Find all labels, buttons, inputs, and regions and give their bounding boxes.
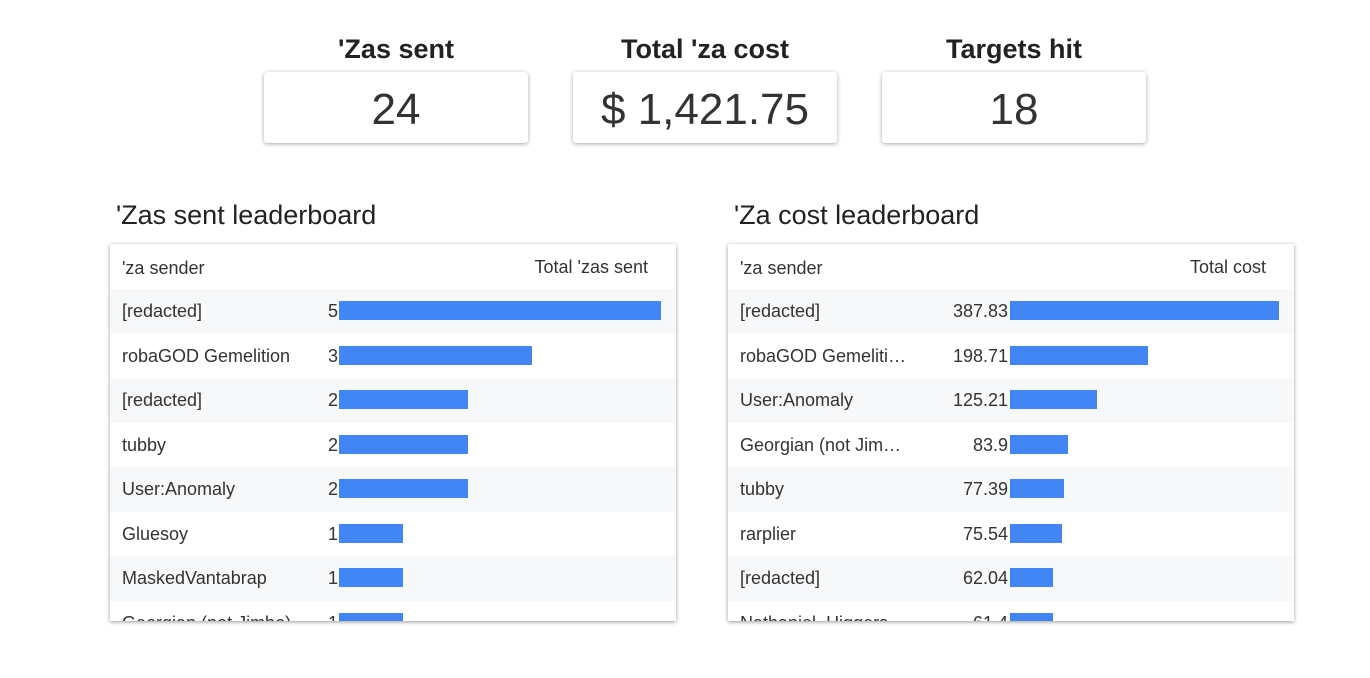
sender-name: robaGOD Gemelition (740, 345, 908, 366)
kpi-total-cost: Total 'za cost $ 1,421.75 (573, 30, 837, 143)
row-value: 3 (327, 345, 338, 366)
value-bar (1010, 612, 1053, 621)
table-row: robaGOD Gemelition 3 (110, 334, 676, 379)
sender-name: User:Anomaly (740, 390, 854, 410)
table-row: User:Anomaly 2 (110, 467, 676, 512)
sent-leaderboard-table[interactable]: 'za sender Total 'zas sent [redacted] 5 … (110, 244, 676, 621)
row-value: 1 (328, 613, 338, 622)
row-value: 62.04 (962, 568, 1008, 588)
sender-name: Gluesoy (122, 523, 189, 544)
row-value: 77.39 (962, 479, 1008, 499)
table-row: Georgian (not Jim… 83.9 (728, 423, 1294, 468)
cost-leaderboard-table[interactable]: 'za sender Total cost [redacted] 387.83 … (728, 244, 1294, 621)
sender-name: tubby (740, 479, 785, 499)
column-header-sender[interactable]: 'za sender (122, 258, 205, 278)
kpi-label: Targets hit (945, 34, 1082, 64)
value-bar (1010, 345, 1148, 365)
value-bar (339, 479, 468, 498)
value-bar (339, 301, 661, 320)
value-bar (1010, 301, 1279, 320)
sender-name: tubby (122, 434, 167, 455)
kpi-targets-hit: Targets hit 18 (882, 30, 1146, 143)
value-bar (1010, 479, 1064, 498)
row-value: 2 (327, 390, 338, 410)
column-header-value[interactable]: Total cost (1189, 257, 1266, 277)
row-value: 1 (327, 568, 338, 588)
row-value: 75.54 (962, 523, 1008, 544)
sender-name: Georgian (not Jim… (740, 434, 902, 455)
kpi-label: Total 'za cost (621, 34, 789, 64)
kpi-value: $ 1,421.75 (573, 72, 837, 143)
value-bar (1010, 568, 1054, 587)
sender-name: [redacted] (740, 568, 821, 588)
row-value: 1 (327, 523, 338, 544)
value-bar (1010, 523, 1063, 543)
cost-leaderboard-title: 'Za cost leaderboard (734, 200, 980, 230)
table-row: User:Anomaly 125.21 (728, 378, 1294, 423)
value-bar (339, 390, 468, 409)
value-bar (339, 345, 533, 365)
table-row: [redacted] 2 (110, 378, 676, 423)
sender-name: [redacted] (122, 390, 203, 410)
table-row: tubby 2 (110, 423, 676, 468)
sender-name: Georgian (not Jimbo) (122, 613, 291, 622)
table-row: [redacted] 5 (110, 289, 676, 334)
table-body: [redacted] 5 robaGOD Gemelition 3 [redac… (110, 289, 676, 621)
kpi-label: 'Zas sent (338, 34, 454, 64)
column-header-value[interactable]: Total 'zas sent (534, 257, 649, 277)
value-bar (339, 612, 404, 621)
table-row: Nathaniel_Higgerson 61.4 (728, 601, 1294, 622)
sent-leaderboard-title: 'Zas sent leaderboard (116, 200, 377, 230)
table-row: MaskedVantabrap 1 (110, 556, 676, 601)
table-row: Georgian (not Jimbo) 1 (110, 601, 676, 622)
value-bar (339, 434, 468, 454)
sender-name: [redacted] (740, 301, 821, 321)
value-bar (339, 523, 404, 543)
row-value: 2 (327, 479, 338, 499)
kpi-value: 18 (882, 72, 1146, 143)
table-row: robaGOD Gemelition 198.71 (728, 334, 1294, 379)
row-value: 83.9 (972, 434, 1008, 455)
sender-name: robaGOD Gemelition (122, 345, 291, 366)
sender-name: Nathaniel_Higgerson (740, 613, 908, 622)
table-row: tubby 77.39 (728, 467, 1294, 512)
table-row: [redacted] 62.04 (728, 556, 1294, 601)
table-row: rarplier 75.54 (728, 512, 1294, 557)
table-row: Gluesoy 1 (110, 512, 676, 557)
sender-name: MaskedVantabrap (122, 568, 267, 588)
column-header-sender[interactable]: 'za sender (740, 258, 823, 278)
value-bar (1010, 390, 1097, 409)
row-value: 2 (327, 434, 338, 455)
sender-name: User:Anomaly (122, 479, 236, 499)
table-header: 'za sender Total cost (728, 244, 1294, 289)
row-value: 387.83 (952, 301, 1008, 321)
kpi-value: 24 (264, 72, 528, 143)
kpi-zas-sent: 'Zas sent 24 (264, 30, 528, 143)
sender-name: rarplier (740, 523, 797, 544)
row-value: 198.71 (952, 345, 1008, 366)
value-bar (339, 568, 404, 587)
sender-name: [redacted] (122, 301, 203, 321)
row-value: 61.4 (973, 613, 1008, 622)
table-row: [redacted] 387.83 (728, 289, 1294, 334)
value-bar (1010, 434, 1069, 454)
row-value: 125.21 (952, 390, 1008, 410)
table-header: 'za sender Total 'zas sent (110, 244, 676, 289)
table-body: [redacted] 387.83 robaGOD Gemelition 198… (728, 289, 1294, 621)
row-value: 5 (327, 301, 338, 321)
